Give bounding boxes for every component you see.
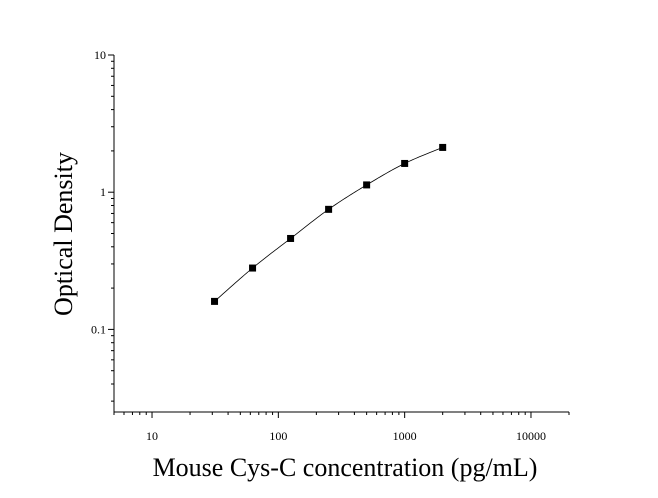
data-point [287, 234, 295, 242]
x-tick-label: 100 [269, 429, 287, 443]
y-tick-label: 1 [100, 185, 106, 199]
data-point [211, 297, 219, 305]
data-points [211, 143, 447, 305]
y-tick-label: 10 [94, 48, 106, 62]
data-point [401, 159, 409, 167]
data-point [439, 143, 447, 151]
y-axis-title: Optical Density [49, 152, 78, 316]
data-point [325, 205, 333, 213]
x-tick-label: 1000 [393, 429, 417, 443]
y-axis-tick-labels: 0.1 1 10 [91, 48, 106, 336]
x-tick-label: 10 [146, 429, 158, 443]
fit-curve [214, 147, 443, 302]
y-tick-label: 0.1 [91, 322, 106, 336]
data-point [249, 264, 257, 272]
x-axis-title: Mouse Cys-C concentration (pg/mL) [153, 453, 538, 482]
y-axis-ticks [108, 54, 114, 402]
x-tick-label: 10000 [516, 429, 546, 443]
data-point [363, 181, 371, 189]
x-axis-ticks [113, 412, 570, 418]
x-axis-tick-labels: 10 100 1000 10000 [146, 429, 546, 443]
